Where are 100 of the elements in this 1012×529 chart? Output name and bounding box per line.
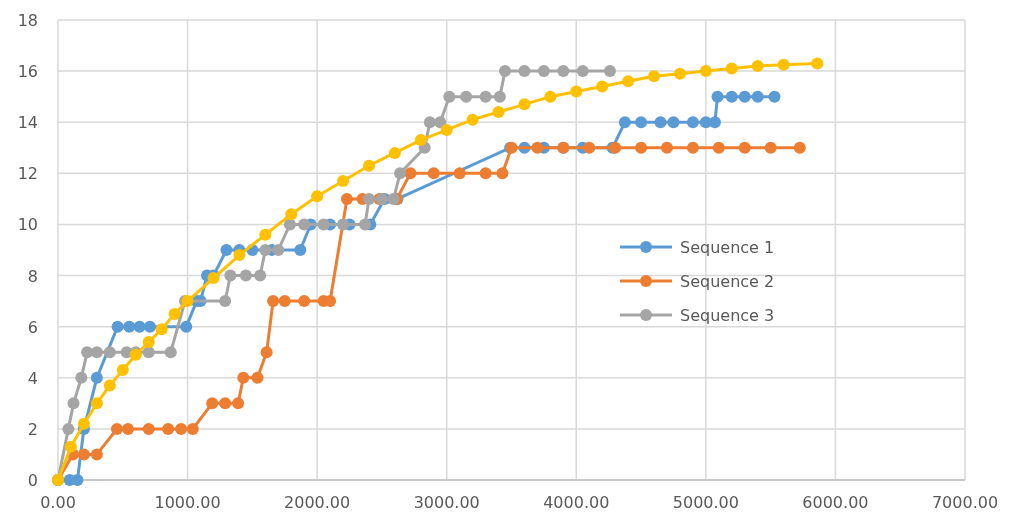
point: [62, 422, 75, 435]
x-tick-label: 2000.00: [284, 493, 351, 512]
point: [110, 422, 123, 435]
point: [294, 244, 307, 256]
point: [142, 422, 155, 435]
point: [654, 116, 667, 129]
point: [427, 167, 440, 180]
point: [103, 346, 116, 359]
point: [544, 90, 557, 103]
point: [518, 98, 531, 111]
point: [90, 371, 103, 384]
point: [635, 116, 648, 129]
point: [219, 295, 232, 308]
x-tick-label: 5000.00: [672, 493, 739, 512]
y-tick-label: 2: [27, 419, 38, 439]
y-tick-label: 18: [17, 11, 38, 30]
y-tick-label: 10: [17, 215, 38, 235]
point: [686, 116, 699, 129]
point: [492, 106, 505, 118]
point: [404, 167, 417, 180]
point: [237, 371, 250, 384]
point: [648, 70, 661, 83]
point: [557, 65, 570, 78]
point: [777, 58, 790, 71]
point: [298, 295, 311, 308]
point: [298, 218, 311, 231]
point: [667, 116, 680, 129]
point: [537, 65, 550, 78]
point: [144, 320, 156, 333]
point: [164, 346, 177, 359]
y-tick-label: 8: [27, 266, 38, 286]
point: [423, 116, 436, 129]
point: [224, 269, 237, 282]
point: [103, 379, 116, 392]
point: [77, 417, 90, 430]
point: [518, 65, 531, 78]
point: [133, 320, 146, 333]
legend-label: Sequence 1: [680, 238, 775, 257]
x-tick-label: 3000.00: [413, 493, 480, 512]
point: [583, 141, 596, 154]
point: [142, 336, 155, 348]
point: [499, 65, 512, 78]
point: [622, 75, 635, 88]
point: [251, 371, 264, 384]
point: [285, 208, 298, 221]
point: [738, 90, 751, 103]
point: [272, 244, 285, 256]
point: [764, 141, 777, 154]
point: [362, 159, 375, 172]
x-tick-label: 6000.00: [802, 493, 869, 512]
point: [142, 346, 155, 359]
point: [725, 62, 738, 75]
point: [267, 295, 280, 308]
point: [90, 397, 103, 410]
point: [712, 141, 725, 154]
point: [90, 448, 103, 461]
point: [466, 113, 479, 126]
point: [186, 422, 199, 435]
y-tick-label: 12: [17, 164, 38, 184]
point: [233, 249, 246, 262]
point: [434, 116, 447, 129]
point: [394, 167, 407, 180]
point: [479, 167, 492, 180]
point: [414, 134, 427, 147]
point: [635, 141, 648, 154]
point: [239, 269, 252, 282]
point: [175, 422, 188, 435]
point: [618, 116, 631, 129]
point: [531, 141, 544, 154]
point: [596, 80, 609, 93]
y-tick-label: 0: [27, 471, 38, 490]
point: [259, 228, 272, 241]
point: [603, 65, 616, 78]
point: [570, 85, 583, 98]
y-tick-label: 14: [17, 113, 38, 133]
point: [738, 141, 751, 154]
point: [67, 397, 80, 410]
point: [673, 67, 686, 80]
point: [283, 218, 296, 231]
legend-label: Sequence 2: [680, 272, 775, 291]
point: [440, 123, 453, 136]
point: [337, 175, 350, 187]
point: [121, 422, 134, 435]
y-tick-label: 4: [27, 368, 38, 388]
point: [493, 90, 506, 103]
point: [811, 57, 824, 70]
point: [443, 90, 456, 103]
point: [64, 440, 77, 453]
point: [768, 90, 781, 103]
point: [180, 320, 193, 333]
point: [259, 244, 272, 256]
point: [460, 90, 473, 103]
point: [123, 320, 136, 333]
x-tick-label: 1000.00: [154, 493, 221, 512]
point: [496, 167, 509, 180]
point: [311, 190, 324, 203]
point: [220, 244, 233, 256]
point: [219, 397, 232, 410]
point: [686, 141, 699, 154]
point: [359, 218, 372, 231]
